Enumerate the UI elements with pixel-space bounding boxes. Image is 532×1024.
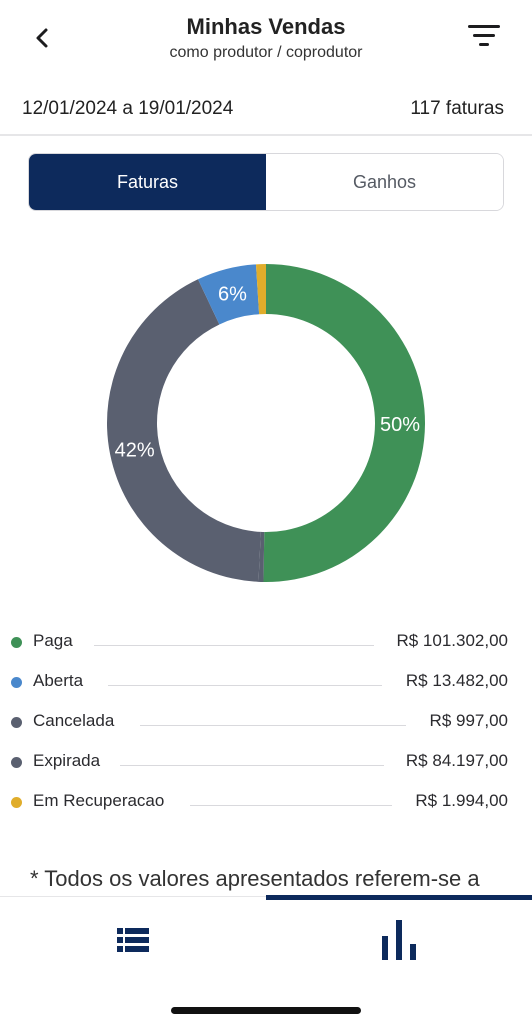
legend-value: R$ 997,00: [429, 711, 508, 730]
legend-value: R$ 13.482,00: [405, 671, 508, 690]
legend-dot: [11, 637, 22, 648]
donut-slice-aberta: [197, 264, 260, 325]
legend-value: R$ 101.302,00: [396, 631, 508, 650]
donut-slice-paga: [263, 264, 426, 582]
page-subtitle: como produtor / coprodutor: [169, 44, 363, 61]
active-tab-indicator: [266, 895, 532, 900]
legend-row-expirada: Expirada R$ 84.197,00: [0, 740, 532, 780]
donut-chart-svg: 50% 42% 6%: [107, 264, 426, 582]
header: Minhas Vendas como produtor / coprodutor: [0, 0, 532, 80]
legend-divider: [94, 645, 374, 646]
legend-label: Cancelada: [33, 711, 115, 730]
footnote: * Todos os valores apresentados referem-…: [30, 866, 480, 891]
legend-divider: [140, 725, 406, 726]
donut-chart: 50% 42% 6%: [106, 262, 426, 584]
donut-label-aberta: 6%: [218, 283, 247, 305]
tab-chart[interactable]: [266, 915, 532, 965]
tab-list[interactable]: [0, 915, 266, 965]
bar-chart-icon: [382, 920, 416, 960]
legend-dot: [11, 677, 22, 688]
donut-slice-em-recuperacao: [255, 264, 266, 315]
legend-label: Aberta: [33, 671, 84, 690]
legend-dot: [11, 757, 22, 768]
back-button[interactable]: [22, 18, 62, 58]
tab-ganhos[interactable]: Ganhos: [266, 154, 503, 210]
donut-label-paga: 50%: [380, 414, 420, 436]
period-row: 12/01/2024 a 19/01/2024 117 faturas: [0, 80, 532, 136]
filter-icon: [468, 25, 500, 46]
filter-button[interactable]: [462, 16, 506, 56]
legend-dot: [11, 717, 22, 728]
donut-label-expirada: 42%: [115, 439, 155, 461]
legend-label: Expirada: [33, 751, 101, 770]
tab-bar: [0, 895, 532, 1024]
tab-faturas[interactable]: Faturas: [29, 154, 266, 210]
segmented-control: Faturas Ganhos: [28, 153, 504, 211]
legend-row-paga: Paga R$ 101.302,00: [0, 620, 532, 660]
donut-slice-expirada: [107, 279, 261, 582]
legend-value: R$ 1.994,00: [415, 791, 508, 810]
legend-divider: [190, 805, 392, 806]
page-title: Minhas Vendas: [186, 14, 346, 39]
legend-label: Em Recuperacao: [33, 791, 165, 810]
legend-row-em-recuperacao: Em Recuperacao R$ 1.994,00: [0, 780, 532, 820]
date-range: 12/01/2024 a 19/01/2024: [22, 98, 234, 119]
legend-dot: [11, 797, 22, 808]
legend-row-aberta: Aberta R$ 13.482,00: [0, 660, 532, 700]
legend-value: R$ 84.197,00: [405, 751, 508, 770]
home-indicator: [171, 1007, 361, 1014]
title-block: Minhas Vendas como produtor / coprodutor: [0, 14, 532, 62]
chevron-left-icon: [36, 28, 48, 48]
donut-slice-cancelada: [258, 531, 265, 582]
legend-label: Paga: [33, 631, 73, 650]
legend-divider: [120, 765, 384, 766]
legend-divider: [108, 685, 382, 686]
list-icon: [117, 928, 149, 952]
legend: Paga R$ 101.302,00 Aberta R$ 13.482,00 C…: [0, 620, 532, 820]
invoice-count: 117 faturas: [410, 98, 504, 119]
legend-row-cancelada: Cancelada R$ 997,00: [0, 700, 532, 740]
